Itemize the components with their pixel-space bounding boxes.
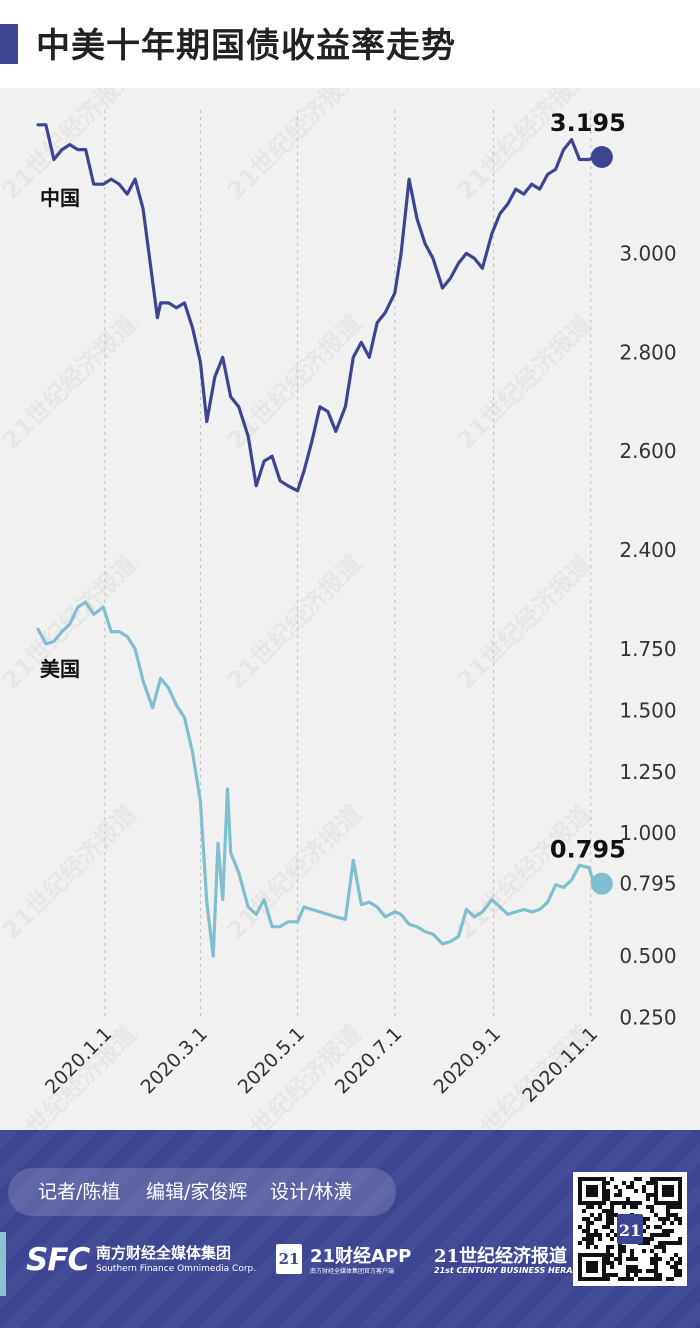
us-chart: 1.7501.5001.2501.0000.7950.5000.250美国0.7… [36,600,677,1030]
app-name: 21财经APP [310,1246,412,1267]
sfc-mark: SFC [26,1242,90,1278]
series-line-美国 [36,600,596,958]
credit-reporter: 记者/陈植 [38,1181,121,1203]
watermark-text: 21世纪经济报道 [0,800,142,945]
title-accent-bar [0,24,18,64]
china-chart: 3.000 2.800 2.600 2.400 中国 3.195 [36,109,677,562]
series-label: 中国 [40,186,80,210]
watermark-text: 21世纪经济报道 [222,550,367,695]
end-point-marker [590,872,613,895]
herald-name-en: 21st CENTURY BUSINESS HERALD [434,1266,585,1275]
y-tick-label: 2.400 [619,538,676,562]
credit-editor: 编辑/家俊辉 [146,1181,248,1203]
credit-designer: 设计/林潢 [270,1181,353,1203]
y-tick-label: 0.795 [619,872,676,896]
series-label: 美国 [40,657,80,681]
series-line-中国 [36,123,596,493]
chart-panel: 21世纪经济报道 21世纪经济报道 21世纪经济报道 21世纪经济报道 21世纪经济报道… [0,88,700,1130]
watermark-text: 21世纪经济报道 [222,310,367,455]
y-tick-label: 1.500 [619,698,676,722]
watermark-text: 21世纪经济报道 [452,310,597,455]
y-tick-label: 0.250 [619,1006,676,1030]
watermark-text: 21世纪经济报道 [222,88,367,205]
herald-name-cn: 21世纪经济报道 [434,1246,568,1267]
y-tick-label: 2.600 [619,439,676,463]
logo-row: SFC 南方财经全媒体集团 Southern Finance Omnimedia… [0,1236,700,1296]
x-tick-label: 2020.3.1 [137,1023,212,1098]
y-tick-label: 1.250 [619,760,676,784]
badge-21: 21 [276,1244,302,1274]
end-value-label: 3.195 [550,109,626,137]
bond-yield-chart: 21世纪经济报道 21世纪经济报道 21世纪经济报道 21世纪经济报道 21世纪经济报道… [0,88,677,1130]
qr-code: 21 [573,1172,687,1286]
y-tick-label: 1.750 [619,637,676,661]
credits-pill: 记者/陈植 编辑/家俊辉 设计/林潢 [8,1168,396,1216]
vertical-gridlines [104,110,592,1020]
header: 中美十年期国债收益率走势 [0,0,700,88]
watermark-text: 21世纪经济报道 [452,550,597,695]
y-tick-label: 1.000 [619,821,676,845]
svg-text:21: 21 [619,1221,641,1240]
y-tick-label: 3.000 [619,241,676,265]
end-value-label: 0.795 [550,836,626,864]
sfc-name-en: Southern Finance Omnimedia Corp. [96,1264,257,1274]
watermark-text: 21世纪经济报道 [0,310,142,455]
page-title: 中美十年期国债收益率走势 [36,26,456,66]
end-point-marker [590,145,613,168]
sfc-name-cn: 南方财经全媒体集团 [96,1244,232,1262]
y-tick-label: 2.800 [619,340,676,364]
side-accent [0,1232,6,1296]
x-tick-label: 2020.9.1 [430,1023,505,1098]
y-tick-label: 0.500 [619,944,676,968]
app-subtitle: 南方财经全媒体集团官方客户端 [310,1268,395,1275]
